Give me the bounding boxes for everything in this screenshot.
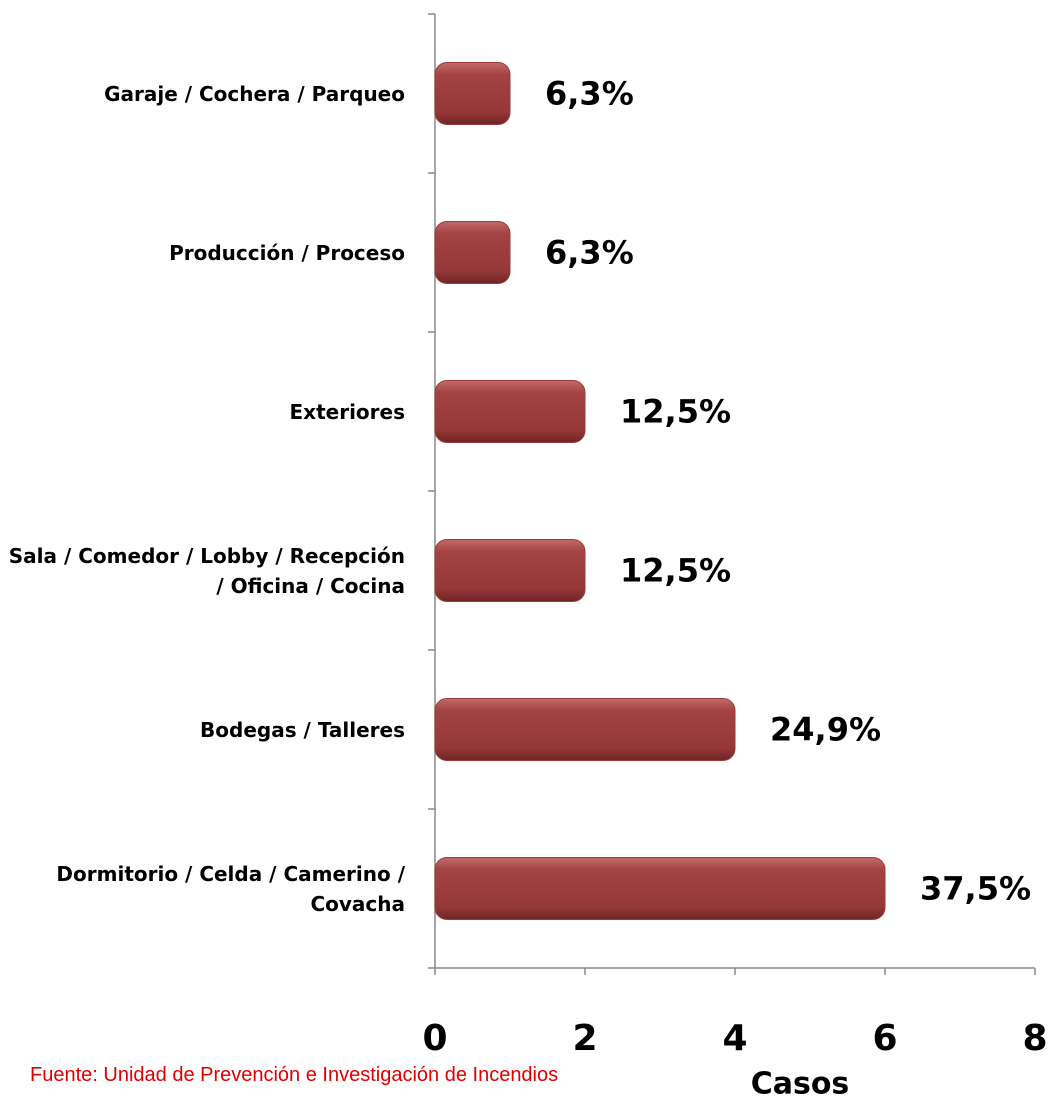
source: Fuente: Unidad de Prevención e Investiga… [30,1064,559,1086]
y-tick-label: Garaje / Cochera / Parqueo [104,81,405,106]
x-tick-label: 2 [572,1018,597,1059]
x-tick-label: 4 [722,1018,747,1059]
x-tick-label: 8 [1022,1018,1047,1059]
x-tick-label: 0 [422,1018,447,1059]
bar [434,380,586,443]
x-axis-label: Casos [751,1067,850,1098]
y-tick-label: Bodegas / Talleres [200,717,405,742]
bar [434,857,886,920]
value-label: 24,9% [770,711,881,749]
bar [434,62,511,125]
value-label: 6,3% [545,75,634,113]
value-label: 37,5% [920,870,1031,908]
y-tick-label: Dormitorio / Celda / Camerino / Covacha [56,861,405,916]
value-label: 6,3% [545,234,634,272]
bar [434,539,586,602]
bar [434,698,736,761]
value-label: 12,5% [620,393,731,431]
bar [434,221,511,284]
y-tick-label: Producción / Proceso [169,240,405,265]
y-tick-label: Exteriores [289,399,405,424]
value-label: 12,5% [620,552,731,590]
y-tick-label: Sala / Comedor / Lobby / Recepción / Ofi… [8,543,405,598]
x-tick-label: 6 [872,1018,897,1059]
